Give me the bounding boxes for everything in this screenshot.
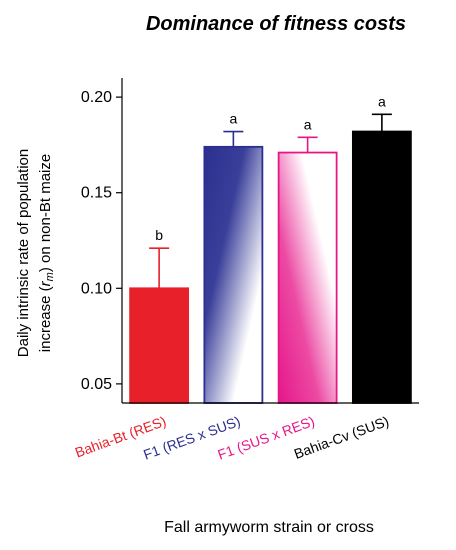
- y-tick-label: 0.15: [81, 185, 112, 202]
- y-tick-label: 0.10: [81, 280, 112, 297]
- chart-title: Dominance of fitness costs: [146, 13, 406, 35]
- x-axis-label: Fall armyworm strain or cross: [164, 519, 374, 536]
- bar: [351, 130, 412, 404]
- y-tick-label: 0.05: [81, 376, 112, 393]
- bar: [277, 151, 338, 404]
- y-axis-label-line2: increase (rm) on non-Bt maize: [37, 154, 56, 352]
- significance-label: b: [155, 227, 163, 243]
- bar: [203, 145, 264, 404]
- bars-layer: b a a a: [129, 93, 412, 404]
- bar: [129, 287, 190, 404]
- significance-label: a: [229, 111, 237, 127]
- significance-label: a: [378, 93, 386, 109]
- y-tick-label: 0.20: [81, 89, 112, 106]
- significance-label: a: [304, 116, 312, 132]
- y-axis-label-line1: Daily intrinsic rate of population: [15, 149, 32, 357]
